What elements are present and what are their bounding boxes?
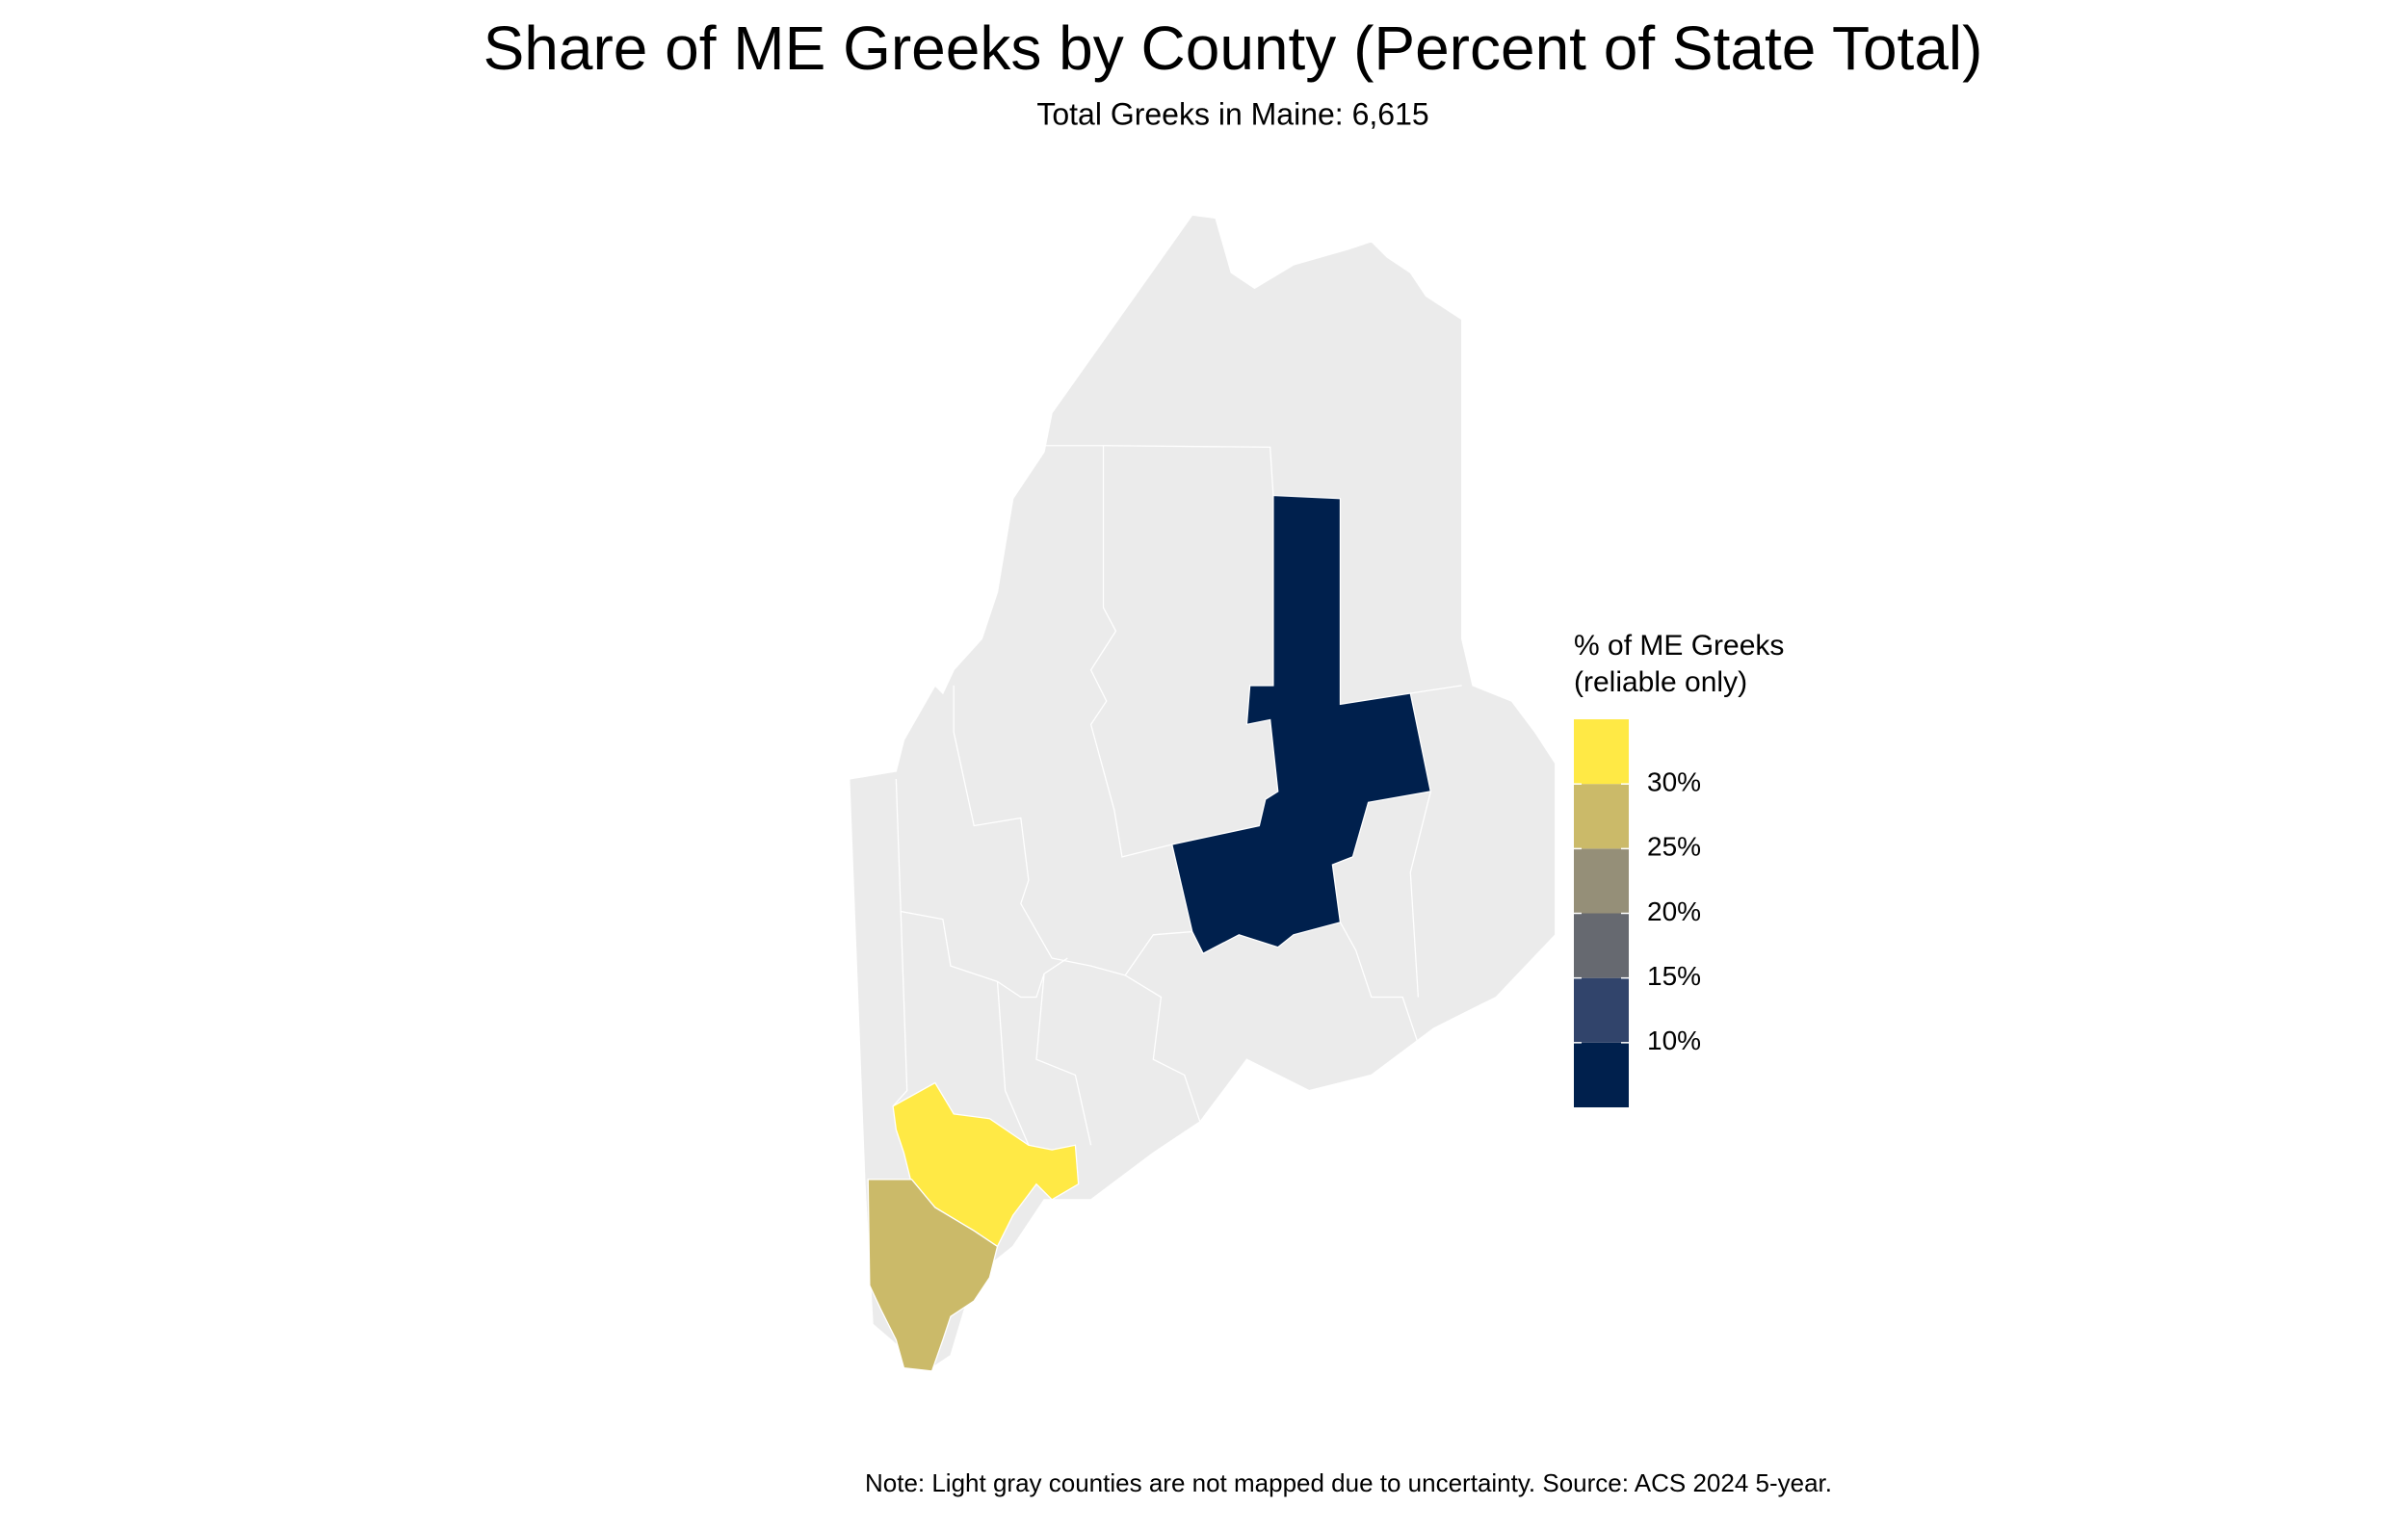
legend: 10% 15% 20% 25% 30%: [1574, 719, 1701, 1107]
legend-bin: [1574, 719, 1629, 785]
chart-note: Note: Light gray counties are not mapped…: [865, 1468, 1832, 1497]
county: [1170, 494, 1432, 955]
map: [849, 214, 1557, 1372]
state-outline: [849, 214, 1557, 1372]
legend-tick-label: 25%: [1647, 832, 1701, 862]
legend-tick-label: 10%: [1647, 1026, 1701, 1055]
legend-tick-label: 15%: [1647, 961, 1701, 991]
legend-title: % of ME Greeks: [1574, 630, 1784, 662]
county: [867, 1179, 999, 1372]
chart-subtitle: Total Greeks in Maine: 6,615: [1036, 96, 1428, 131]
county-borders: [892, 445, 1462, 1146]
legend-bin: [1574, 977, 1629, 1043]
legend-tick-label: 30%: [1647, 767, 1701, 797]
legend-tick-label: 20%: [1647, 896, 1701, 926]
legend-bin: [1574, 913, 1629, 978]
legend-bin: [1574, 848, 1629, 914]
legend-bin: [1574, 1042, 1629, 1107]
legend-bin: [1574, 784, 1629, 849]
legend-title: (reliable only): [1574, 666, 1747, 698]
chart-title: Share of ME Greeks by County (Percent of…: [484, 13, 1983, 83]
